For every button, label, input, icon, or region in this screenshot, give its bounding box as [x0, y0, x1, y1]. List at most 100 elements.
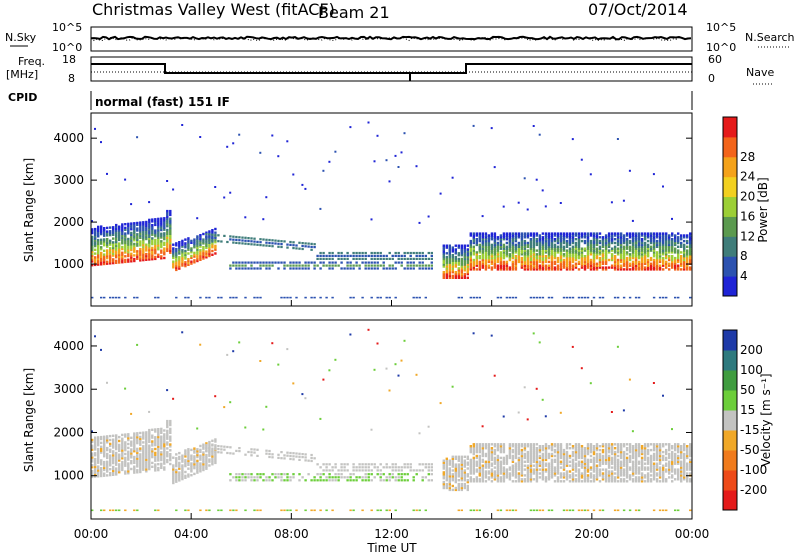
power-cell [559, 268, 563, 271]
power-cell [665, 238, 668, 241]
power-cell [109, 230, 112, 233]
power-cell [523, 256, 527, 260]
power-cell [505, 238, 509, 241]
velocity-cell [430, 463, 433, 466]
velocity-cell [397, 374, 400, 377]
power-cell [671, 264, 674, 267]
velocity-cell [442, 465, 445, 468]
power-cell [112, 231, 115, 235]
power-cell [583, 258, 587, 262]
velocity-cell [151, 465, 154, 468]
velocity-cell [115, 473, 118, 476]
power-cell [616, 258, 620, 262]
power-cell [622, 264, 626, 267]
power-cell [686, 249, 689, 252]
velocity-cell [403, 463, 406, 466]
power-cell [619, 258, 623, 262]
power-cell [496, 247, 500, 250]
velocity-cell [445, 469, 448, 472]
power-cell [478, 266, 481, 269]
velocity-cell [652, 382, 655, 384]
power-cell [668, 268, 671, 271]
power-cell [388, 264, 391, 267]
velocity-cell [328, 479, 331, 482]
velocity-cell [457, 479, 460, 482]
velocity-cell [157, 437, 160, 441]
velocity-cell [292, 473, 295, 476]
power-cell [199, 243, 202, 246]
power-cell [208, 252, 211, 256]
velocity-cell [160, 456, 163, 460]
power-cell [94, 258, 97, 261]
velocity-cell [562, 448, 566, 452]
velocity-cell [604, 448, 608, 452]
velocity-cell [115, 459, 118, 462]
power-cell [616, 296, 620, 299]
power-cell [535, 249, 539, 252]
velocity-cell [244, 476, 247, 479]
power-cell [553, 251, 557, 254]
velocity-cell [547, 474, 551, 477]
power-cell [151, 250, 154, 253]
power-cell [541, 241, 545, 245]
velocity-cell [91, 471, 94, 475]
velocity-cell [577, 478, 581, 481]
power-cell [598, 239, 602, 243]
velocity-cell [130, 456, 133, 459]
power-cell [448, 257, 451, 261]
velocity-cell [94, 444, 97, 447]
velocity-cell [643, 448, 647, 452]
power-cell [157, 236, 160, 239]
power-cell [211, 246, 214, 249]
velocity-cell [439, 402, 442, 405]
power-cell [316, 257, 319, 260]
velocity-cell [178, 461, 181, 465]
velocity-cell [178, 465, 181, 468]
velocity-cell [145, 456, 148, 459]
velocity-cell [454, 473, 457, 476]
power-cell [601, 251, 605, 254]
velocity-cell [328, 469, 331, 472]
power-cell [553, 234, 557, 237]
velocity-cell [466, 455, 469, 458]
velocity-cell [541, 478, 545, 481]
velocity-cell [526, 468, 530, 471]
power-cell [550, 239, 554, 243]
velocity-cell [235, 449, 238, 452]
power-cell [274, 239, 277, 242]
velocity-cell [460, 471, 463, 474]
velocity-cell [115, 446, 118, 449]
velocity-cell [169, 443, 172, 446]
velocity-cell [394, 469, 397, 472]
velocity-cell [658, 443, 662, 446]
velocity-cell [595, 472, 599, 475]
power-cell [496, 251, 500, 254]
power-cell [665, 243, 668, 247]
power-cell [662, 232, 665, 235]
power-cell [478, 238, 481, 241]
power-cell [364, 264, 367, 267]
power-cell [677, 245, 680, 248]
velocity-cell [562, 464, 566, 467]
velocity-cell [496, 472, 500, 475]
power-cell [541, 258, 545, 262]
velocity-cell [457, 482, 460, 486]
velocity-cell [457, 509, 460, 512]
power-cell [637, 234, 641, 237]
power-cell [625, 262, 629, 265]
power-cell [124, 226, 127, 230]
velocity-cell [91, 473, 94, 477]
velocity-cell [529, 445, 533, 448]
velocity-cell [196, 461, 199, 465]
power-cell [472, 124, 475, 127]
power-cell [127, 228, 130, 231]
velocity-cell [181, 477, 184, 481]
power-cell [532, 239, 536, 243]
velocity-cell [205, 459, 208, 463]
power-cell [409, 257, 412, 260]
velocity-cell [139, 435, 142, 439]
power-cell [202, 246, 205, 249]
velocity-cell [547, 466, 551, 469]
velocity-cell [475, 460, 478, 463]
velocity-cell [523, 480, 527, 483]
